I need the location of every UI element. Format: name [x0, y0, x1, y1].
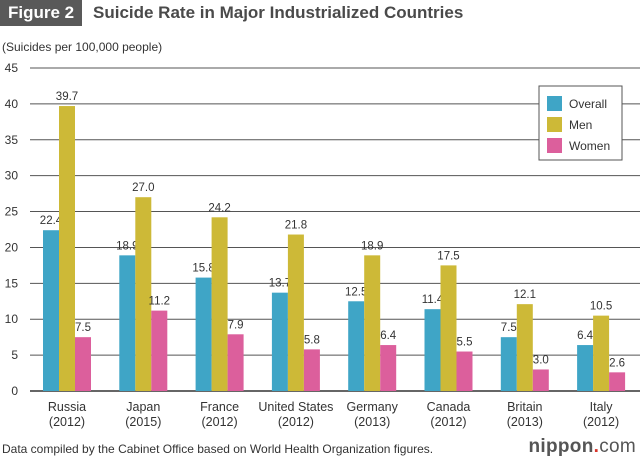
- data-label: 13.7: [269, 278, 291, 290]
- bar-overall: [271, 292, 288, 391]
- y-axis-label: (Suicides per 100,000 people): [2, 40, 163, 54]
- y-tick-label: 45: [5, 61, 19, 75]
- x-tick-year: (2012): [49, 415, 85, 429]
- data-label: 2.6: [609, 357, 625, 369]
- legend-swatch: [547, 96, 562, 111]
- x-tick-label: Germany: [346, 400, 398, 414]
- x-tick-label: Russia: [48, 400, 86, 414]
- data-label: 15.8: [192, 263, 214, 275]
- data-label: 5.5: [457, 337, 473, 349]
- bar-overall: [500, 337, 517, 391]
- y-tick-label: 30: [5, 169, 19, 183]
- legend-label: Men: [569, 118, 592, 132]
- chart-title: Suicide Rate in Major Industrialized Cou…: [93, 3, 464, 22]
- data-label: 22.4: [40, 215, 63, 227]
- nippon-logo: nippon.com: [528, 436, 636, 457]
- data-label: 18.9: [116, 240, 138, 252]
- data-label: 21.8: [285, 220, 307, 232]
- x-tick-label: United States: [258, 400, 333, 414]
- x-tick-year: (2012): [430, 415, 466, 429]
- data-label: 3.0: [533, 354, 549, 366]
- x-tick-year: (2012): [583, 415, 619, 429]
- data-label: 7.9: [228, 319, 244, 331]
- y-tick-label: 15: [5, 276, 19, 290]
- x-tick-year: (2013): [507, 415, 543, 429]
- data-label: 6.4: [380, 330, 397, 342]
- bar-women: [609, 372, 626, 391]
- data-label: 17.5: [437, 250, 459, 262]
- bar-women: [380, 345, 397, 391]
- x-tick-label: Japan: [126, 400, 160, 414]
- bar-men: [593, 315, 610, 391]
- x-tick-year: (2012): [278, 415, 314, 429]
- bar-men: [59, 106, 75, 391]
- legend-swatch: [547, 138, 562, 153]
- data-label: 24.2: [208, 202, 230, 214]
- data-label: 10.5: [590, 301, 612, 313]
- x-tick-label: Canada: [427, 400, 471, 414]
- x-tick-year: (2015): [125, 415, 161, 429]
- bar-men: [287, 234, 304, 391]
- bar-men: [440, 265, 457, 391]
- x-tick-label: Britain: [507, 400, 542, 414]
- bar-women: [303, 349, 320, 391]
- legend-swatch: [547, 117, 562, 132]
- y-tick-label: 0: [11, 384, 18, 398]
- bar-overall: [348, 301, 365, 391]
- data-label: 11.2: [149, 296, 171, 308]
- x-tick-label: Italy: [590, 400, 614, 414]
- data-label: 27.0: [132, 182, 154, 194]
- data-label: 6.4: [577, 330, 594, 342]
- data-label: 18.9: [361, 240, 383, 252]
- legend-label: Overall: [569, 97, 607, 111]
- data-label: 12.5: [345, 286, 367, 298]
- data-label: 7.5: [75, 322, 91, 334]
- bar-men: [364, 255, 381, 391]
- bar-overall: [195, 277, 212, 391]
- y-tick-label: 20: [5, 240, 19, 254]
- bar-men: [516, 304, 533, 391]
- y-tick-label: 35: [5, 133, 19, 147]
- y-tick-label: 40: [5, 97, 19, 111]
- bar-women: [456, 351, 473, 391]
- data-label: 5.8: [304, 334, 320, 346]
- bar-overall: [119, 255, 136, 391]
- bar-overall: [577, 345, 594, 391]
- bar-men: [135, 197, 152, 391]
- data-label: 11.4: [422, 294, 444, 306]
- footnote: Data compiled by the Cabinet Office base…: [2, 442, 434, 456]
- bar-men: [211, 217, 228, 391]
- bar-women: [75, 337, 91, 391]
- bar-women: [227, 334, 244, 391]
- x-tick-year: (2013): [354, 415, 390, 429]
- figure-label: Figure 2: [0, 0, 83, 26]
- x-tick-year: (2012): [202, 415, 238, 429]
- data-label: 12.1: [514, 289, 536, 301]
- bar-overall: [43, 230, 59, 391]
- bar-overall: [424, 309, 441, 391]
- bar-women: [151, 310, 168, 391]
- y-tick-label: 25: [5, 205, 19, 219]
- legend-label: Women: [569, 139, 610, 153]
- bar-women: [532, 369, 549, 391]
- x-tick-label: France: [200, 400, 239, 414]
- y-tick-label: 5: [11, 348, 18, 362]
- data-label: 7.5: [501, 322, 517, 334]
- y-tick-label: 10: [5, 312, 19, 326]
- data-label: 39.7: [56, 91, 78, 103]
